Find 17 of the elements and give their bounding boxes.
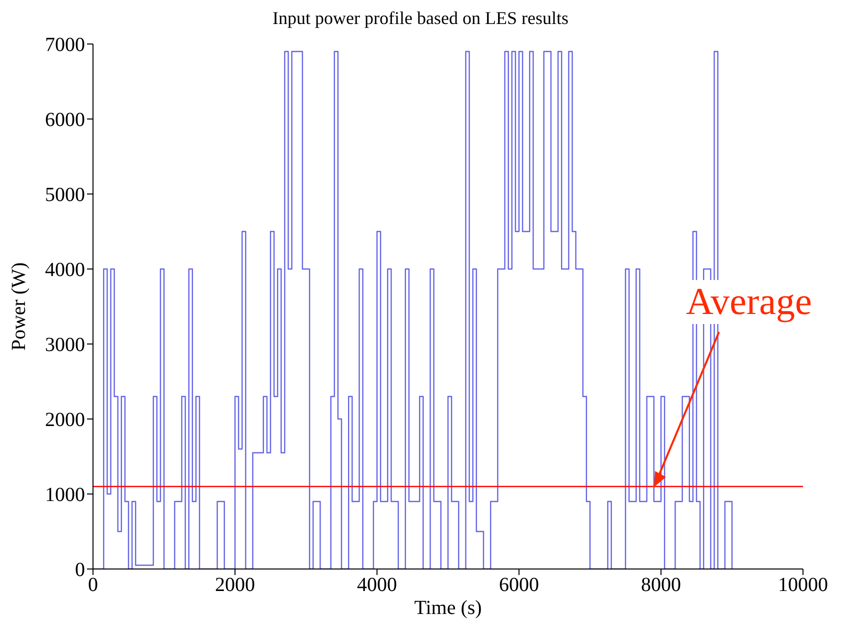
x-axis-title: Time (s)	[414, 597, 482, 619]
y-axis-title: Power (W)	[8, 262, 30, 351]
y-tick-label: 6000	[45, 109, 85, 132]
annotation: Average	[668, 280, 829, 324]
x-tick-label: 10000	[778, 574, 828, 596]
y-tick-label: 7000	[45, 34, 85, 56]
y-tick-label: 4000	[45, 259, 85, 282]
x-tick-label: 2000	[215, 574, 255, 596]
x-tick-label: 4000	[357, 574, 397, 596]
y-tick-label: 3000	[45, 334, 85, 356]
x-tick-label: 8000	[641, 574, 681, 596]
y-tick-label: 2000	[45, 409, 85, 432]
x-tick-label: 6000	[499, 574, 539, 596]
y-tick-label: 1000	[45, 484, 85, 506]
chart-title: Input power profile based on LES results	[272, 8, 570, 30]
y-tick-label: 5000	[45, 184, 85, 206]
y-tick-label: 0	[75, 559, 85, 582]
